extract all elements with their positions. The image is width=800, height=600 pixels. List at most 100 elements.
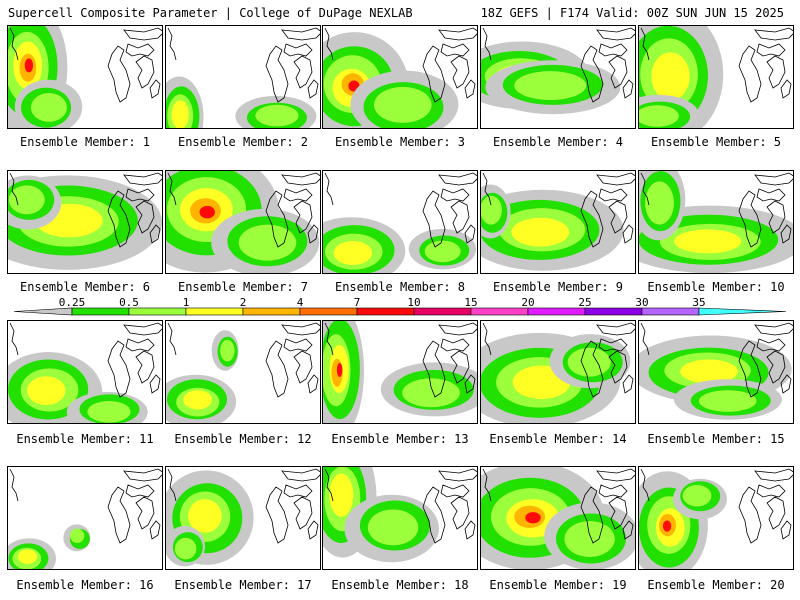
scale-color-bin <box>641 307 700 316</box>
scp-contour-fill <box>69 528 85 543</box>
ensemble-member-label: Ensemble Member: 18 <box>331 578 469 592</box>
map-title: Supercell Composite Parameter | College … <box>8 6 413 20</box>
great-lakes-outline <box>107 27 162 103</box>
scp-contour-fill <box>373 86 432 123</box>
scale-color-bin <box>584 307 643 316</box>
boundary-line <box>167 172 177 206</box>
ensemble-map-panel <box>480 320 636 424</box>
ensemble-map-panel <box>165 466 321 570</box>
great-lakes-outline <box>265 322 320 398</box>
scp-contour-fill <box>188 499 222 533</box>
boundary-line <box>9 322 19 356</box>
great-lakes-outline <box>422 468 477 544</box>
scp-field-map <box>481 322 635 423</box>
ensemble-member-label: Ensemble Member: 3 <box>334 135 466 149</box>
ensemble-map-panel <box>480 170 636 274</box>
scp-contour-fill <box>171 100 189 128</box>
scp-contour-fill <box>682 484 712 507</box>
scp-field-map <box>639 171 793 273</box>
scp-field-map <box>166 322 320 423</box>
scp-field-map <box>639 26 793 128</box>
scp-contour-fill <box>511 217 570 247</box>
boundary-line <box>167 27 177 61</box>
boundary-line <box>640 322 650 356</box>
boundary-line <box>482 172 492 206</box>
ensemble-member-label: Ensemble Member: 11 <box>16 432 154 446</box>
ensemble-map-panel <box>638 25 794 129</box>
scale-right-arrow <box>698 307 787 316</box>
scale-tick-label: 7 <box>353 296 361 309</box>
scale-color-bin <box>299 307 358 316</box>
boundary-line <box>167 322 177 356</box>
scale-tick-label: 25 <box>578 296 592 309</box>
great-lakes-outline <box>580 322 635 398</box>
scp-contour-fill <box>8 185 45 215</box>
ensemble-map-panel <box>7 320 163 424</box>
scale-tick-label: 35 <box>692 296 706 309</box>
great-lakes-outline <box>265 468 320 544</box>
great-lakes-outline <box>738 468 793 544</box>
ensemble-map-panel <box>165 170 321 274</box>
scp-contour-fill <box>567 347 611 377</box>
ensemble-member-label: Ensemble Member: 14 <box>489 432 627 446</box>
ensemble-member-label: Ensemble Member: 17 <box>174 578 312 592</box>
scale-color-bin <box>185 307 244 316</box>
scale-color-bin <box>527 307 586 316</box>
scp-contour-fill <box>402 378 460 408</box>
ensemble-map-panel <box>7 466 163 570</box>
scale-tick-label: 30 <box>635 296 649 309</box>
scp-contour-fill <box>199 205 215 219</box>
ensemble-member-label: Ensemble Member: 4 <box>492 135 624 149</box>
great-lakes-outline <box>107 172 162 248</box>
great-lakes-outline <box>107 468 162 544</box>
scp-contour-fill <box>367 509 419 546</box>
ensemble-map-panel <box>638 466 794 570</box>
boundary-line <box>324 322 334 356</box>
scp-contour-fill <box>333 240 373 265</box>
scp-field-map <box>8 322 162 423</box>
scp-contour-fill <box>255 104 299 127</box>
ensemble-map-panel <box>480 25 636 129</box>
ensemble-member-label: Ensemble Member: 15 <box>647 432 785 446</box>
ensemble-member-label: Ensemble Member: 7 <box>177 280 309 294</box>
great-lakes-outline <box>580 27 635 103</box>
great-lakes-outline <box>580 172 635 248</box>
scale-tick-label: 1 <box>182 296 190 309</box>
scp-field-map <box>166 171 320 273</box>
scp-contour-fill <box>564 520 615 557</box>
scp-field-map <box>8 468 162 569</box>
ensemble-map-panel <box>638 320 794 424</box>
ensemble-member-label: Ensemble Member: 8 <box>334 280 466 294</box>
scp-field-map <box>166 468 320 567</box>
scp-field-map <box>481 467 635 569</box>
scp-contour-fill <box>220 339 235 362</box>
scp-contour-fill <box>329 473 354 517</box>
scp-contour-fill <box>30 93 67 122</box>
scp-field-map <box>481 27 635 115</box>
scp-field-map <box>323 321 477 423</box>
scp-contour-fill <box>336 362 343 377</box>
scale-color-bin <box>71 307 130 316</box>
ensemble-map-panel <box>322 170 478 274</box>
scp-contour-fill <box>698 390 757 412</box>
scp-contour-fill <box>680 359 738 384</box>
ensemble-map-panel <box>638 170 794 274</box>
scale-tick-label: 15 <box>464 296 478 309</box>
boundary-line <box>324 468 334 502</box>
great-lakes-outline <box>738 27 793 103</box>
ensemble-member-label: Ensemble Member: 19 <box>489 578 627 592</box>
great-lakes-outline <box>422 172 477 248</box>
scp-field-map <box>323 27 477 128</box>
scp-contour-fill <box>24 58 34 73</box>
ensemble-map-panel <box>480 466 636 570</box>
scp-field-map <box>166 27 320 128</box>
boundary-line <box>482 27 492 61</box>
great-lakes-outline <box>422 322 477 398</box>
ensemble-member-label: Ensemble Member: 1 <box>19 135 151 149</box>
scp-field-map <box>323 172 477 273</box>
boundary-line <box>482 322 492 356</box>
valid-time-label: 18Z GEFS | F174 Valid: 00Z SUN JUN 15 20… <box>480 6 784 20</box>
great-lakes-outline <box>422 27 477 103</box>
scale-color-bin <box>470 307 529 316</box>
scp-field-map <box>639 468 793 569</box>
